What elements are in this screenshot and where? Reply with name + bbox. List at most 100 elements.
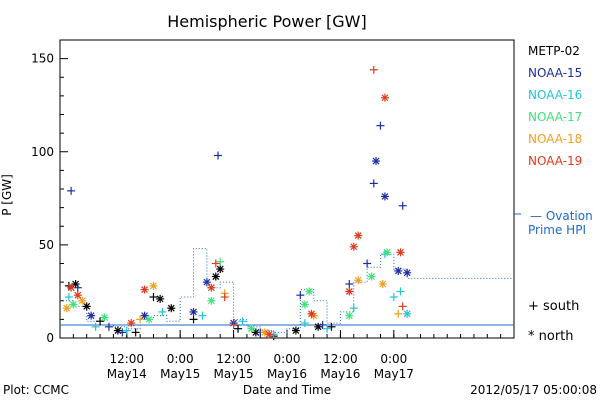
- north-marker: [78, 296, 87, 305]
- hpi-step-line: [60, 248, 514, 333]
- south-marker: [131, 328, 140, 337]
- marker-legend-entry: + south: [528, 299, 579, 314]
- north-marker: [307, 309, 316, 318]
- north-marker: [383, 248, 392, 257]
- marker-stroke: [145, 315, 153, 323]
- y-tick-label: 150: [31, 52, 54, 66]
- south-marker: [229, 320, 238, 329]
- north-marker: [394, 266, 403, 275]
- south-marker: [158, 307, 167, 316]
- north-marker: [305, 287, 314, 296]
- north-marker: [354, 231, 363, 240]
- marker-stroke: [156, 295, 164, 303]
- north-marker: [167, 304, 176, 313]
- north-marker: [207, 283, 216, 292]
- north-marker: [265, 330, 274, 339]
- south-marker: [398, 201, 407, 210]
- north-marker: [380, 93, 389, 102]
- legend-entry: NOAA-15: [528, 66, 582, 80]
- north-marker: [127, 319, 136, 328]
- marker-stroke: [354, 232, 362, 239]
- marker-stroke: [261, 328, 269, 336]
- chart-title: Hemispheric Power [GW]: [167, 12, 366, 31]
- north-marker: [207, 296, 216, 305]
- north-marker: [149, 281, 158, 290]
- y-axis: 0 50 100 150: [31, 39, 68, 345]
- north-marker: [87, 311, 96, 320]
- marker-stroke: [345, 312, 353, 320]
- south-marker: [296, 291, 305, 300]
- legend-entry: METP-02: [528, 44, 580, 58]
- north-marker: [156, 294, 165, 303]
- marker-stroke: [78, 297, 86, 305]
- south-marker: [349, 304, 358, 313]
- x-tick-date-label: May16: [267, 367, 307, 381]
- series-noaa-17: [69, 248, 392, 333]
- north-marker: [202, 278, 211, 287]
- marker-stroke: [74, 291, 82, 299]
- marker-legend: + south * north: [528, 299, 579, 344]
- legend-entry: NOAA-19: [528, 154, 582, 168]
- north-marker: [300, 300, 309, 309]
- north-marker: [349, 242, 358, 251]
- south-marker: [67, 186, 76, 195]
- north-marker: [367, 272, 376, 281]
- north-marker: [67, 283, 76, 292]
- plot-credit: Plot: CCMC: [3, 383, 69, 397]
- legend-entry: NOAA-17: [528, 110, 582, 124]
- marker-legend-entry: * north: [528, 329, 574, 344]
- marker-stroke: [203, 278, 211, 286]
- south-marker: [369, 65, 378, 74]
- x-tick-date-label: May15: [160, 367, 200, 381]
- x-axis-label: Date and Time: [243, 383, 331, 397]
- marker-stroke: [101, 314, 108, 321]
- x-tick-time-label: 0:00: [167, 352, 194, 366]
- north-marker: [345, 287, 354, 296]
- series-noaa-16: [64, 250, 412, 339]
- marker-stroke: [308, 310, 315, 318]
- south-marker: [394, 309, 403, 318]
- north-marker: [62, 304, 71, 313]
- x-tick-date-label: May15: [214, 367, 254, 381]
- south-marker: [211, 259, 220, 268]
- marker-stroke: [83, 302, 91, 310]
- south-marker: [234, 324, 243, 333]
- north-marker: [247, 324, 256, 333]
- y-axis-label: P [GW]: [0, 174, 14, 216]
- marker-stroke: [247, 325, 255, 333]
- south-marker: [327, 322, 336, 331]
- south-marker: [323, 324, 332, 333]
- north-marker: [396, 248, 405, 257]
- south-marker: [104, 322, 113, 331]
- series-metp-02: [64, 265, 336, 341]
- marker-stroke: [265, 330, 273, 338]
- marker-stroke: [141, 286, 148, 293]
- legend: METP-02 NOAA-15 NOAA-16 NOAA-17 NOAA-18 NOAA-…: [528, 44, 582, 168]
- marker-stroke: [127, 319, 135, 327]
- x-tick-time-label: 0:00: [274, 352, 301, 366]
- marker-stroke: [305, 288, 313, 295]
- south-marker: [220, 293, 229, 302]
- marker-stroke: [379, 280, 387, 288]
- marker-stroke: [212, 273, 220, 280]
- ovation-legend-entry: — Ovation: [530, 209, 593, 223]
- marker-stroke: [372, 157, 380, 165]
- south-marker: [389, 293, 398, 302]
- south-marker: [91, 322, 100, 331]
- south-marker: [73, 283, 82, 292]
- marker-stroke: [63, 304, 71, 312]
- marker-stroke: [114, 327, 122, 334]
- north-marker: [113, 326, 122, 335]
- north-marker: [345, 311, 354, 320]
- marker-stroke: [190, 308, 197, 316]
- x-tick-date-label: May14: [107, 367, 147, 381]
- north-marker: [211, 272, 220, 281]
- x-tick-time-label: 12:00: [323, 352, 358, 366]
- marker-stroke: [350, 243, 358, 251]
- marker-stroke: [354, 276, 362, 284]
- north-marker: [403, 268, 412, 277]
- marker-stroke: [141, 312, 148, 320]
- north-marker: [140, 285, 149, 294]
- north-marker: [216, 265, 225, 274]
